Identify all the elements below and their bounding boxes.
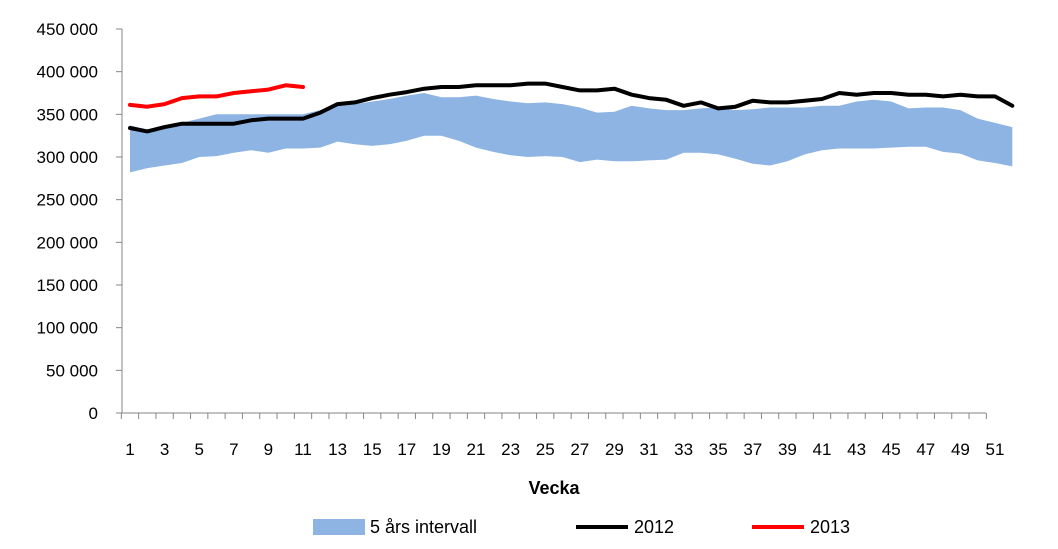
y-tick-label: 400 000 <box>37 63 98 82</box>
x-tick-label: 23 <box>501 440 520 459</box>
y-tick-label: 0 <box>89 404 98 423</box>
band-5-ars-intervall <box>130 93 1013 173</box>
series-line-2013 <box>128 83 305 109</box>
x-tick-label: 31 <box>640 440 659 459</box>
x-tick-label: 1 <box>125 440 134 459</box>
y-tick-label: 250 000 <box>37 191 98 210</box>
x-tick-label: 25 <box>536 440 555 459</box>
x-tick-label: 49 <box>951 440 970 459</box>
x-tick-label: 5 <box>194 440 203 459</box>
series-line-2012 <box>128 81 1015 134</box>
x-axis-label: Vecka <box>528 478 580 498</box>
x-tick-label: 51 <box>986 440 1005 459</box>
x-tick-label: 29 <box>605 440 624 459</box>
x-tick-label: 3 <box>160 440 169 459</box>
x-tick-label: 19 <box>432 440 451 459</box>
y-tick-label: 200 000 <box>37 233 98 252</box>
y-tick-labels: 0 50 000 100 000 150 000 200 000 250 000 300 0… <box>37 20 98 423</box>
x-tick-label: 47 <box>916 440 935 459</box>
y-tick-label: 350 000 <box>37 105 98 124</box>
x-tick-label: 33 <box>674 440 693 459</box>
band-layer <box>130 93 1013 173</box>
y-tick-label: 300 000 <box>37 148 98 167</box>
x-tick-label: 9 <box>264 440 273 459</box>
x-tick-label: 21 <box>467 440 486 459</box>
y-tick-label: 450 000 <box>37 20 98 39</box>
legend-label-2013: 2013 <box>810 517 850 537</box>
x-tick-labels: 1 3 5 7 9 11 13 15 17 19 21 23 25 27 29 31 33 35 37 39 41 43 4… <box>125 440 1004 459</box>
legend-swatch-band <box>313 519 365 535</box>
x-tick-label: 13 <box>328 440 347 459</box>
x-tick-label: 45 <box>882 440 901 459</box>
y-tick-label: 150 000 <box>37 276 98 295</box>
x-tick-label: 43 <box>847 440 866 459</box>
legend: 5 års intervall 2012 2013 <box>313 517 850 537</box>
legend-label-band: 5 års intervall <box>370 517 477 537</box>
x-tick-label: 37 <box>743 440 762 459</box>
x-tick-label: 35 <box>709 440 728 459</box>
series-layer <box>128 81 1015 134</box>
x-tick-label: 39 <box>778 440 797 459</box>
axes-layer <box>116 28 987 419</box>
y-tick-label: 50 000 <box>46 361 98 380</box>
x-tick-label: 7 <box>229 440 238 459</box>
legend-label-2012: 2012 <box>634 517 674 537</box>
x-tick-label: 17 <box>397 440 416 459</box>
x-tick-label: 15 <box>363 440 382 459</box>
x-tick-label: 41 <box>813 440 832 459</box>
x-tick-label: 27 <box>570 440 589 459</box>
y-tick-label: 100 000 <box>37 319 98 338</box>
x-tick-label: 11 <box>294 440 312 459</box>
